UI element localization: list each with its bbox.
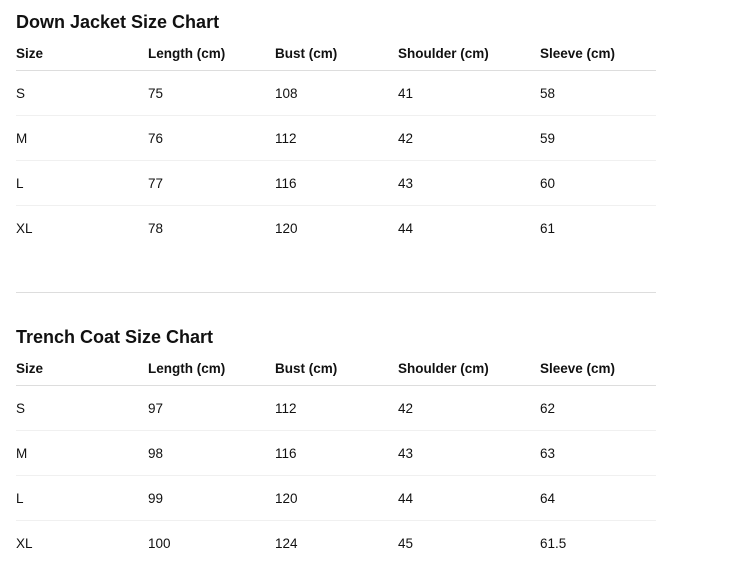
- table-row: S 75 108 41 58: [16, 70, 656, 116]
- table-cell: XL: [16, 220, 33, 236]
- table-cell: 112: [275, 115, 398, 161]
- table-cell: M: [16, 430, 148, 476]
- column-header: Size: [16, 36, 148, 71]
- column-header: Sleeve (cm): [540, 351, 656, 386]
- table-row: L 99 120 44 64: [16, 475, 656, 521]
- table-row: L 77 116 43 60: [16, 160, 656, 206]
- column-header: Length (cm): [148, 351, 275, 386]
- table-cell: 97: [148, 385, 275, 431]
- table-cell: 120: [275, 475, 398, 521]
- table-cell: 100: [148, 535, 171, 551]
- table-cell: 44: [398, 475, 540, 521]
- table-cell: 116: [275, 160, 398, 206]
- table-cell: 63: [540, 430, 656, 476]
- table-cell: XL: [16, 535, 33, 551]
- table-cell: 120: [275, 220, 298, 236]
- header-row: Size Length (cm) Bust (cm) Shoulder (cm) Sle…: [16, 351, 656, 386]
- column-header: Length (cm): [148, 36, 275, 71]
- column-header: Shoulder (cm): [398, 36, 540, 71]
- table-cell: 112: [275, 385, 398, 431]
- table-cell: 76: [148, 115, 275, 161]
- size-table: Size Length (cm) Bust (cm) Shoulder (cm) Sle…: [16, 351, 656, 565]
- table-row: M 98 116 43 63: [16, 430, 656, 476]
- table-cell: 41: [398, 70, 540, 116]
- column-header: Shoulder (cm): [398, 351, 540, 386]
- table-cell: 124: [275, 535, 298, 551]
- table-cell: L: [16, 160, 148, 206]
- table-cell: 108: [275, 70, 398, 116]
- table-cell: 42: [398, 115, 540, 161]
- table-cell: 44: [398, 220, 414, 236]
- section-divider: [16, 292, 656, 293]
- table-cell: L: [16, 475, 148, 521]
- table-cell: 42: [398, 385, 540, 431]
- table-cell: 116: [275, 430, 398, 476]
- table-cell: M: [16, 115, 148, 161]
- table-cell: 64: [540, 475, 656, 521]
- table-cell: S: [16, 70, 148, 116]
- table-cell: S: [16, 385, 148, 431]
- down-jacket-section: Down Jacket Size Chart Size Length (cm) Bu…: [16, 8, 656, 250]
- column-header: Sleeve (cm): [540, 36, 656, 71]
- size-table: Size Length (cm) Bust (cm) Shoulder (cm) Sle…: [16, 36, 656, 250]
- table-row: XL 78 120 44 61: [16, 206, 656, 251]
- table-cell: 99: [148, 475, 275, 521]
- table-row: XL 100 124 45 61.5: [16, 521, 656, 566]
- table-cell: 62: [540, 385, 656, 431]
- column-header: Bust (cm): [275, 351, 398, 386]
- table-cell: 45: [398, 535, 414, 551]
- table-cell: 61: [540, 220, 556, 236]
- table-cell: 43: [398, 430, 540, 476]
- table-cell: 58: [540, 70, 656, 116]
- table-cell: 77: [148, 160, 275, 206]
- trench-coat-section: Trench Coat Size Chart Size Length (cm) Bu…: [16, 323, 656, 565]
- table-cell: 59: [540, 115, 656, 161]
- table-cell: 75: [148, 70, 275, 116]
- table-cell: 78: [148, 220, 164, 236]
- table-row: S 97 112 42 62: [16, 385, 656, 431]
- section-title: Trench Coat Size Chart: [16, 327, 214, 347]
- column-header: Size: [16, 351, 148, 386]
- section-title: Down Jacket Size Chart: [16, 12, 220, 32]
- table-cell: 98: [148, 430, 275, 476]
- column-header: Bust (cm): [275, 36, 398, 71]
- table-cell: 61.5: [540, 535, 567, 551]
- header-row: Size Length (cm) Bust (cm) Shoulder (cm) Sle…: [16, 36, 656, 71]
- table-cell: 60: [540, 160, 656, 206]
- table-row: M 76 112 42 59: [16, 115, 656, 161]
- table-cell: 43: [398, 160, 540, 206]
